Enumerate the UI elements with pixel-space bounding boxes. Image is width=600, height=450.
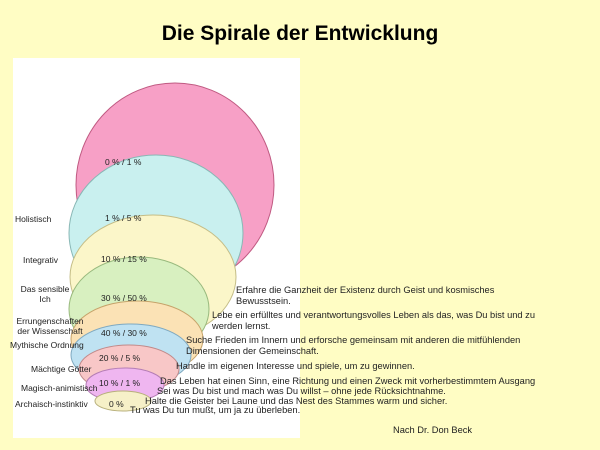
level-description: Suche Frieden im Innern und erforsche ge… [186, 335, 521, 345]
level-description: Erfahre die Ganzheit der Existenz durch … [236, 285, 495, 295]
level-label: Integrativ [23, 255, 58, 265]
level-description: Sei was Du bist und mach was Du willst –… [157, 386, 446, 396]
level-description: Tu was Du tun mußt, um ja zu überleben. [130, 405, 301, 415]
spiral-band-8 [94, 390, 152, 412]
level-label: Archaisch-instinktiv [15, 399, 88, 409]
band-percent: 40 % / 30 % [101, 328, 147, 338]
level-description: Lebe ein erfülltes und verantwortungsvol… [212, 310, 536, 320]
band-percent: 10 % / 1 % [99, 378, 141, 388]
level-description: Das Leben hat einen Sinn, eine Richtung … [160, 376, 536, 386]
diagram-panel: 0 % / 1 % 1 % / 5 % 10 % / 15 % 30 % / 5… [10, 58, 300, 438]
level-label: Holistisch [15, 214, 52, 224]
credit-text: Nach Dr. Don Beck [393, 425, 473, 435]
level-description: Bewusstsein. [236, 296, 291, 306]
spiral-diagram [68, 82, 275, 412]
page-title: Die Spirale der Entwicklung [161, 22, 439, 45]
band-percent: 10 % / 15 % [101, 254, 147, 264]
level-label: Errungenschaften der Wissenschaft [16, 316, 84, 336]
level-description: Halte die Geister bei Laune und das Nest… [145, 396, 448, 406]
level-label: Mythische Ordnung [10, 340, 84, 350]
level-description: Handle im eigenen Interesse und spiele, … [176, 361, 415, 371]
band-percent: 0 % / 1 % [105, 157, 142, 167]
level-label: Mächtige Götter [31, 364, 92, 374]
band-percent: 0 % [109, 399, 124, 409]
level-label: Magisch-animistisch [21, 383, 98, 393]
level-label: Das sensible Ich [20, 284, 70, 304]
level-description: werden lernst. [212, 321, 271, 331]
level-description: Dimensionen der Gemeinschaft. [186, 346, 319, 356]
band-percent: 20 % / 5 % [99, 353, 141, 363]
band-percent: 1 % / 5 % [105, 213, 142, 223]
band-percent: 30 % / 50 % [101, 293, 147, 303]
